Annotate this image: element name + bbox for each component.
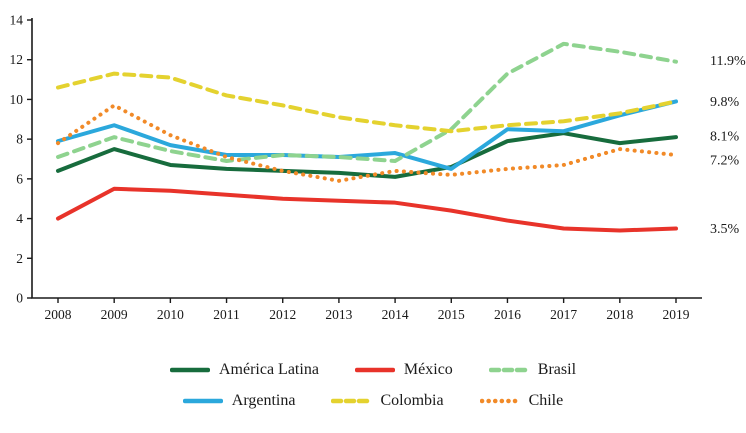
- svg-text:2014: 2014: [382, 307, 409, 322]
- legend-line-swatch: [479, 398, 520, 404]
- svg-text:2013: 2013: [325, 307, 352, 322]
- svg-text:2016: 2016: [494, 307, 521, 322]
- svg-text:2010: 2010: [157, 307, 184, 322]
- legend-item-america-latina: América Latina: [169, 361, 319, 379]
- legend-row-1: América Latina México Brasil: [169, 361, 577, 379]
- legend-line-swatch: [331, 398, 372, 404]
- svg-text:2: 2: [16, 251, 23, 266]
- svg-text:10: 10: [10, 92, 24, 107]
- svg-text:2018: 2018: [606, 307, 633, 322]
- svg-text:7.2%: 7.2%: [710, 153, 740, 168]
- svg-text:11.9%: 11.9%: [710, 54, 746, 69]
- svg-text:14: 14: [10, 13, 24, 28]
- svg-text:2019: 2019: [663, 307, 690, 322]
- svg-text:2015: 2015: [438, 307, 465, 322]
- legend-item-argentina: Argentina: [182, 392, 296, 410]
- legend-label: México: [403, 361, 453, 378]
- svg-text:0: 0: [16, 291, 23, 306]
- svg-text:9.8%: 9.8%: [710, 95, 740, 110]
- svg-text:12: 12: [10, 52, 24, 67]
- svg-text:8.1%: 8.1%: [710, 130, 740, 145]
- svg-text:2017: 2017: [550, 307, 577, 322]
- svg-text:4: 4: [16, 211, 23, 226]
- svg-text:6: 6: [16, 171, 23, 186]
- chart-legend: América Latina México Brasil Argentina C…: [0, 361, 746, 410]
- legend-line-swatch: [169, 367, 210, 373]
- legend-label: Chile: [528, 392, 564, 409]
- legend-item-mexico: México: [354, 361, 453, 379]
- legend-line-swatch: [182, 398, 223, 404]
- svg-text:2009: 2009: [101, 307, 128, 322]
- legend-label: América Latina: [218, 361, 319, 378]
- svg-text:8: 8: [16, 132, 23, 147]
- line-chart: 0 2 4 6 8 10 12 14 2008 2009 2010 2011 2012 2013 2014 2…: [10, 13, 746, 323]
- legend-label: Brasil: [537, 361, 577, 378]
- svg-text:2011: 2011: [213, 307, 240, 322]
- legend-item-brasil: Brasil: [488, 361, 577, 379]
- svg-text:3.5%: 3.5%: [710, 222, 740, 237]
- legend-item-colombia: Colombia: [331, 392, 444, 410]
- legend-label: Colombia: [380, 392, 444, 409]
- legend-label: Argentina: [231, 392, 296, 409]
- svg-text:2012: 2012: [269, 307, 296, 322]
- legend-line-swatch: [488, 367, 529, 373]
- legend-row-2: Argentina Colombia Chile: [182, 392, 564, 410]
- legend-item-chile: Chile: [479, 392, 564, 410]
- svg-text:2008: 2008: [45, 307, 72, 322]
- legend-line-swatch: [354, 367, 395, 373]
